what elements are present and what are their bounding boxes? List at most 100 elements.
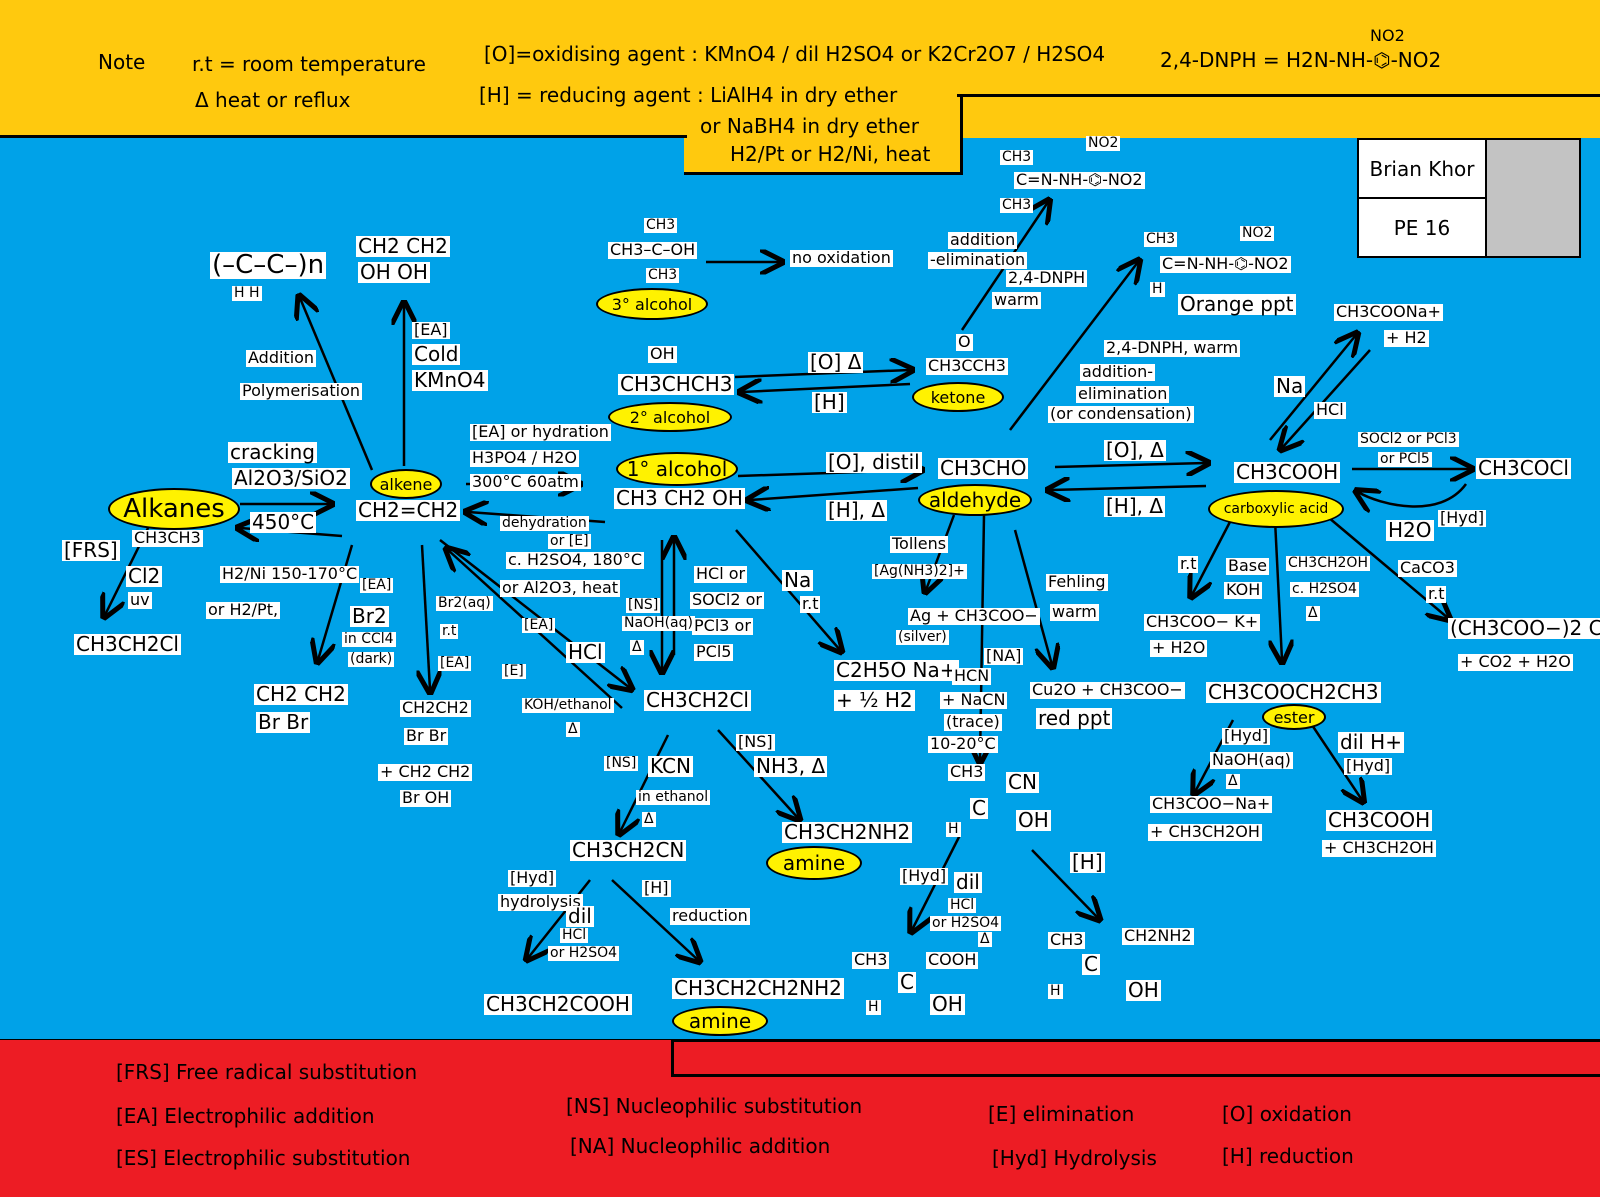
cond-o-acid: [O], Δ: [1104, 438, 1166, 462]
cond-tollens-reagent: [Ag(NH3)2]+: [872, 563, 967, 579]
cond-al2o3: Al2O3/SiO2: [232, 466, 350, 490]
calcium-salt: (CH3COO−)2 Ca2+: [1448, 618, 1600, 639]
notes-band-tab: [684, 96, 963, 175]
cond-kcn: KCN: [648, 754, 693, 778]
legend-frs: [FRS] Free radical substitution: [116, 1060, 418, 1084]
red-ppt: red ppt: [1036, 706, 1113, 730]
cond-warm-fehling: warm: [1050, 602, 1099, 621]
arrow-ethanal-to-ethanol: [750, 488, 919, 500]
sodium-salt: CH3COONa+: [1334, 302, 1443, 321]
dibromo-b-top: CH2CH2: [400, 698, 471, 717]
hydroxy-acid-oh: OH: [930, 992, 965, 1016]
cond-na-acid: Na: [1274, 374, 1306, 398]
cond-br2aq: Br2(aq): [436, 595, 493, 611]
cond-polymerisation: Polymerisation: [240, 381, 363, 400]
cond-rt-na: r.t: [800, 594, 821, 613]
cond-hcl-n: HCl: [560, 927, 589, 943]
amine-1: CH3CH2NH2: [782, 820, 913, 844]
cond-h-reduction: [H]: [642, 878, 671, 897]
arrow-nitrile-to-propanoic: [528, 879, 591, 958]
cond-kcn-delta: Δ: [642, 811, 656, 827]
no-oxidation: no oxidation: [790, 248, 893, 267]
cond-elimination: -elimination: [928, 250, 1028, 269]
note-dnph-no2: NO2: [1370, 26, 1405, 45]
cond-socl2: SOCl2 or: [690, 590, 764, 609]
cond-h-ketone: [H]: [812, 390, 847, 414]
legend-h: [H] reduction: [1222, 1144, 1354, 1168]
cond-al2o3-heat: or Al2O3, heat: [500, 578, 621, 597]
cond-h-delta: [H], Δ: [826, 498, 888, 522]
cond-hyd-cyan: [Hyd]: [900, 866, 949, 885]
legend-es: [ES] Electrophilic substitution: [116, 1146, 411, 1170]
note-label: Note: [98, 50, 146, 74]
cond-pcl5: PCl5: [694, 642, 734, 661]
cu2o: Cu2O + CH3COO−: [1030, 680, 1185, 699]
cond-c-h2so4: c. H2SO4: [1290, 581, 1359, 597]
silver-label: (silver): [896, 629, 949, 645]
arrow-ethene-to-chloroethane: [439, 539, 630, 688]
propanoic-acid: CH3CH2COOH: [484, 992, 632, 1016]
cond-hcl-cyan: HCl: [948, 897, 977, 913]
cond-dil-hcl: dil: [566, 904, 594, 928]
legend-ea: [EA] Electrophilic addition: [116, 1104, 375, 1128]
ester-basic-product-2: + CH3CH2OH: [1148, 822, 1262, 841]
cond-elimination2: elimination: [1076, 384, 1170, 403]
cond-uv: uv: [128, 590, 152, 609]
note-reducing-2: or NaBH4 in dry ether: [700, 114, 919, 138]
note-reducing-3: H2/Pt or H2/Ni, heat: [730, 142, 931, 166]
sec-alcohol-oh: OH: [648, 344, 677, 363]
cond-or-h2so4-cyan: or H2SO4: [930, 915, 1002, 931]
cond-dil-h: dil H+: [1338, 730, 1404, 754]
ethane: CH3CH3: [132, 528, 203, 547]
chloroethane: CH3CH2Cl: [644, 688, 751, 712]
sodium-ethoxide: C2H5O Na+: [834, 658, 959, 682]
ethanol: CH3 CH2 OH: [614, 486, 745, 510]
potassium-salt: CH3COO− K+: [1144, 612, 1261, 631]
cond-in-ethanol: in ethanol: [636, 789, 711, 805]
ethanal: CH3CHO: [938, 456, 1029, 480]
amino-alcohol-oh: OH: [1126, 978, 1161, 1002]
amine-2-label: amine: [672, 1006, 768, 1036]
cond-ester-delta2: Δ: [1226, 773, 1240, 789]
amino-alcohol-h: H: [1048, 983, 1063, 999]
sodium-salt-h2: + H2: [1384, 328, 1429, 347]
cond-koh-acid: KOH: [1224, 580, 1263, 599]
cond-450: 450°C: [250, 510, 317, 534]
cond-koh: KOH/ethanol: [522, 697, 614, 713]
dibromo-a-top: CH2 CH2: [254, 682, 348, 706]
cond-h2ni: H2/Ni 150-170°C: [220, 564, 360, 583]
arrow-chloroethane-to-nitrile: [620, 734, 670, 832]
hydroxy-acid-cooh: COOH: [926, 950, 979, 969]
cond-cyan-delta: Δ: [978, 931, 992, 947]
cond-hcn: HCN: [952, 666, 992, 685]
cond-dil-cyan: dil: [954, 870, 982, 894]
cond-naoh: NaOH(aq): [622, 615, 695, 631]
arrow-acid-to-sodium-salt: [1269, 335, 1356, 441]
cond-or-pcl5: or PCl5: [1378, 451, 1432, 467]
cond-ns-nh3: [NS]: [736, 732, 775, 751]
cyanohydrin-ch3: CH3: [948, 762, 986, 781]
amine-1-label: amine: [766, 846, 862, 880]
amino-alcohol-c: C: [1082, 952, 1100, 976]
sodium-ethoxide-h2: + ½ H2: [834, 688, 915, 712]
acid: CH3COOH: [1234, 460, 1341, 484]
arrow-ketone-to-sec: [742, 384, 911, 392]
notes-border: [957, 94, 1600, 97]
cond-hyd-acid: [Hyd]: [1344, 756, 1393, 775]
cyanohydrin-c: C: [970, 796, 988, 820]
calcium-salt-2: + CO2 + H2O: [1458, 652, 1573, 671]
ester-acid-product: CH3COOH: [1326, 808, 1433, 832]
cond-ester-delta: Δ: [1306, 605, 1320, 621]
legend-band-tab: [0, 1040, 673, 1076]
author-box: Brian Khor PE 16: [1357, 138, 1581, 258]
hydrazone-aldehyde: C=N-NH-⌬-NO2: [1160, 254, 1291, 273]
cond-hcl: HCl: [566, 640, 605, 664]
cond-hyd-nitrile: [Hyd]: [508, 868, 557, 887]
cond-cracking: cracking: [228, 440, 317, 464]
sec-alcohol-label: 2° alcohol: [608, 402, 732, 432]
ketone: CH3CCH3: [926, 356, 1008, 375]
cond-h2pt: or H2/Pt,: [206, 600, 281, 619]
cond-nh3: NH3, Δ: [754, 754, 828, 778]
legend-o: [O] oxidation: [1222, 1102, 1352, 1126]
cond-trace: (trace): [944, 712, 1002, 731]
